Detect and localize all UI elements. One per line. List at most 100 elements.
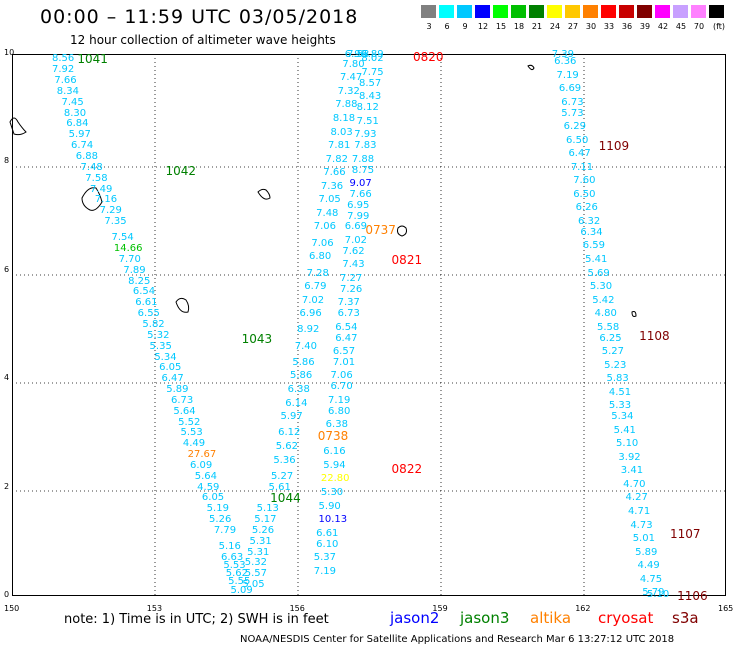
wave-height-value: 5.97: [68, 129, 91, 141]
wave-height-value: 5.82: [142, 319, 165, 330]
scale-label: 70: [693, 22, 705, 31]
wave-height-value: 5.79: [642, 587, 665, 599]
map-plot-area: [12, 54, 726, 596]
scale-label: 12: [477, 22, 489, 31]
wave-height-value: 7.49: [90, 183, 113, 195]
wave-height-value: 7.36: [320, 180, 344, 192]
wave-height-value: 5.01: [632, 533, 655, 545]
wave-height-value: 6.57: [332, 346, 356, 358]
wave-height-value: 10.13: [318, 514, 348, 526]
wave-height-value: 7.28: [306, 267, 329, 279]
scale-label: 33: [603, 22, 615, 31]
scale-label: 15: [495, 22, 507, 31]
wave-height-value: 5.86: [289, 370, 313, 382]
scale-label: 45: [675, 22, 687, 31]
wave-height-value: 22.80: [320, 473, 350, 485]
wave-height-value: 5.26: [251, 524, 275, 536]
wave-height-value: 6.50: [566, 134, 589, 146]
wave-height-value: 6.54: [335, 321, 358, 333]
wave-height-value: 7.66: [349, 188, 372, 200]
pass-label: 1109: [598, 139, 630, 154]
wave-height-value: 7.47: [339, 72, 363, 84]
wave-height-value: 6.14: [285, 397, 308, 409]
wave-height-value: 7.43: [342, 259, 365, 271]
wave-height-value: 5.64: [173, 405, 196, 417]
wave-height-value: 6.89: [361, 49, 384, 60]
wave-height-value: 7.62: [342, 245, 365, 257]
wave-height-value: 7.26: [339, 283, 363, 295]
wave-height-value: 6.95: [347, 199, 370, 211]
wave-height-value: 5.55: [228, 576, 251, 588]
wave-height-value: 5.69: [587, 267, 610, 279]
wave-height-value: 6.09: [190, 459, 213, 471]
pass-label: 1044: [270, 491, 301, 506]
wave-height-value: 6.10: [316, 538, 339, 550]
wave-height-value: 7.02: [301, 294, 325, 306]
wave-height-value: 6.73: [337, 308, 360, 320]
wave-height-value: 3.92: [618, 451, 641, 463]
scale-swatch: [511, 5, 526, 18]
wave-height-value: 7.35: [104, 216, 127, 228]
wave-height-value: 8.25: [128, 275, 151, 287]
footer-credit: NOAA/NESDIS Center for Satellite Applica…: [240, 634, 675, 645]
satellite-name-s3a: s3a: [672, 609, 699, 627]
wave-height-value: 6.80: [309, 251, 332, 263]
wave-height-value: 5.41: [613, 424, 636, 436]
scale-swatch: [565, 5, 580, 18]
scale-label: 36: [621, 22, 633, 31]
x-tick-label: 153: [146, 604, 163, 613]
satellite-name-jason2: jason2: [390, 609, 440, 627]
wave-height-value: 7.66: [323, 167, 346, 179]
wave-height-value: 5.10: [616, 438, 639, 450]
footer-note: note: 1) Time is in UTC; 2) SWH is in fe…: [64, 612, 329, 627]
wave-height-value: 7.40: [294, 340, 317, 352]
wave-height-value: 7.16: [94, 194, 118, 206]
wave-height-value: 6.99: [344, 49, 367, 60]
wave-height-value: 5.27: [270, 470, 294, 482]
y-tick-label: 8: [4, 156, 10, 166]
wave-height-value: 7.32: [337, 85, 360, 97]
scale-swatch: [691, 5, 706, 18]
wave-height-value: 5.62: [225, 568, 248, 580]
x-tick-label: 165: [718, 604, 734, 613]
wave-height-value: 8.34: [56, 85, 79, 97]
wave-height-value: 8.03: [330, 126, 353, 138]
wave-height-value: 6.70: [330, 381, 353, 393]
y-tick-label: 10: [4, 48, 15, 57]
pass-label: 1108: [639, 328, 670, 343]
wave-height-value: 7.80: [342, 58, 365, 70]
wave-height-value: 7.88: [351, 153, 375, 165]
wave-height-value: 7.05: [318, 194, 341, 206]
wave-height-value: 7.39: [551, 49, 575, 60]
x-tick-label: 159: [432, 604, 448, 613]
wave-height-value: 7.01: [332, 356, 356, 368]
wave-height-value: 7.06: [330, 370, 353, 382]
wave-height-value: 8.18: [332, 113, 356, 125]
wave-height-value: 4.73: [630, 519, 653, 531]
wave-height-value: 6.96: [299, 308, 322, 320]
wave-height-value: 6.26: [575, 202, 598, 214]
wave-height-value: 5.53: [223, 560, 246, 572]
pass-label: 1042: [165, 163, 196, 178]
wave-height-value: 4.49: [182, 438, 206, 450]
wave-height-value: 6.69: [344, 221, 367, 233]
wave-height-value: 6.79: [304, 281, 327, 293]
wave-height-value: 5.31: [247, 546, 270, 558]
wave-height-value: 6.74: [71, 140, 94, 152]
wave-height-value: 7.88: [335, 99, 358, 111]
wave-height-value: 7.99: [347, 210, 370, 222]
scale-swatch: [619, 5, 634, 18]
wave-height-value: 7.53: [347, 49, 370, 60]
wave-height-value: 6.55: [137, 308, 160, 320]
satellite-name-altika: altika: [530, 609, 572, 627]
wave-height-value: 3.41: [620, 465, 644, 477]
wave-height-value: 5.33: [608, 400, 632, 412]
wave-height-value: 5.41: [585, 253, 608, 265]
scale-unit: (ft): [712, 22, 726, 31]
wave-height-value: 6.73: [561, 96, 584, 108]
wave-height-value: 7.37: [337, 297, 360, 309]
wave-height-value: 7.27: [339, 272, 363, 284]
wave-height-value: 4.70: [623, 478, 646, 490]
wave-height-value: 7.48: [316, 207, 339, 219]
wave-height-value: 8.02: [361, 53, 384, 65]
